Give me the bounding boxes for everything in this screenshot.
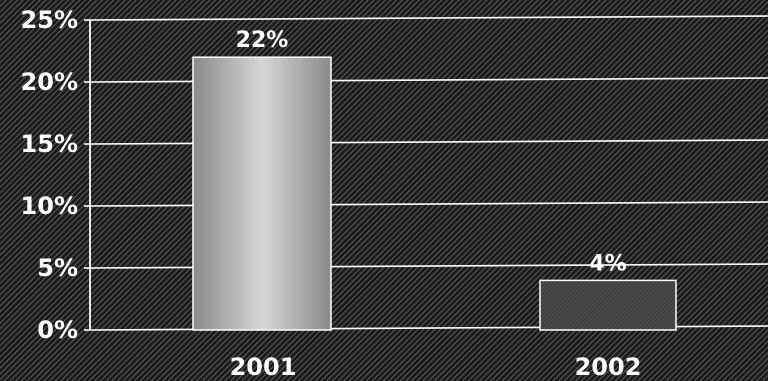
bar-2002	[539, 279, 677, 331]
labels: 22% 2001 4% 2002	[230, 28, 642, 381]
y-tick-label: 20%	[21, 68, 78, 96]
x-tick-label-2002: 2002	[575, 353, 642, 381]
bar-2001	[192, 56, 332, 331]
data-label-2002: 4%	[589, 251, 626, 276]
axes: 0% 5% 10% 15% 20% 25%	[21, 6, 91, 344]
data-label-2001: 22%	[236, 28, 289, 53]
x-tick-label-2001: 2001	[230, 353, 297, 381]
y-tick-label: 25%	[21, 6, 78, 34]
y-tick-label: 10%	[21, 192, 78, 220]
y-tick-label: 0%	[37, 316, 78, 344]
bars	[192, 56, 677, 331]
gridline	[89, 15, 768, 21]
y-tick-label: 15%	[21, 130, 78, 158]
y-tick-label: 5%	[37, 254, 78, 282]
